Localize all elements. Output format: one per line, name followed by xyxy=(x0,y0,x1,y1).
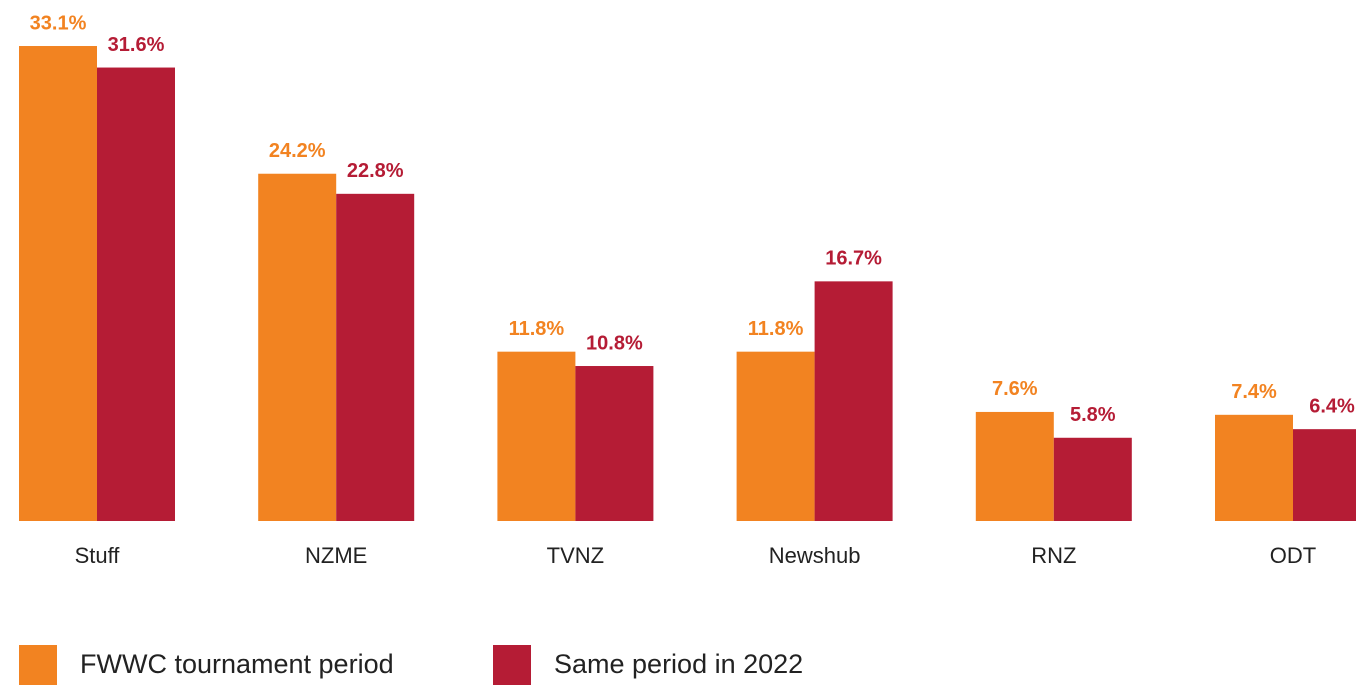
bar xyxy=(1215,414,1293,521)
bar xyxy=(975,411,1054,521)
bar xyxy=(1053,437,1132,521)
bar xyxy=(736,351,815,521)
bar xyxy=(19,46,97,521)
value-label: 11.8% xyxy=(748,318,804,340)
bar xyxy=(1293,429,1356,521)
category-label: RNZ xyxy=(1031,543,1076,568)
legend-label: FWWC tournament period xyxy=(80,649,394,679)
value-label: 31.6% xyxy=(108,34,165,56)
bar xyxy=(258,173,337,522)
category-label: Newshub xyxy=(769,543,861,568)
legend-swatch xyxy=(19,645,57,685)
value-label: 7.6% xyxy=(992,378,1038,400)
legend-swatch xyxy=(493,645,531,685)
value-label: 22.8% xyxy=(347,160,404,182)
value-label: 10.8% xyxy=(586,332,643,354)
bar xyxy=(575,366,654,521)
category-label: ODT xyxy=(1270,543,1316,568)
bar xyxy=(497,351,576,521)
bar xyxy=(336,193,415,521)
value-label: 5.8% xyxy=(1070,404,1116,426)
value-label: 6.4% xyxy=(1309,395,1355,417)
value-label: 11.8% xyxy=(509,318,565,340)
category-label: NZME xyxy=(305,543,367,568)
value-label: 16.7% xyxy=(825,248,882,270)
bar xyxy=(814,281,893,521)
category-label: TVNZ xyxy=(547,543,604,568)
value-label: 24.2% xyxy=(269,140,326,162)
bar xyxy=(97,67,175,521)
category-label: Stuff xyxy=(75,543,121,568)
value-label: 33.1% xyxy=(30,12,87,34)
legend-label: Same period in 2022 xyxy=(554,649,803,679)
value-label: 7.4% xyxy=(1231,381,1277,403)
